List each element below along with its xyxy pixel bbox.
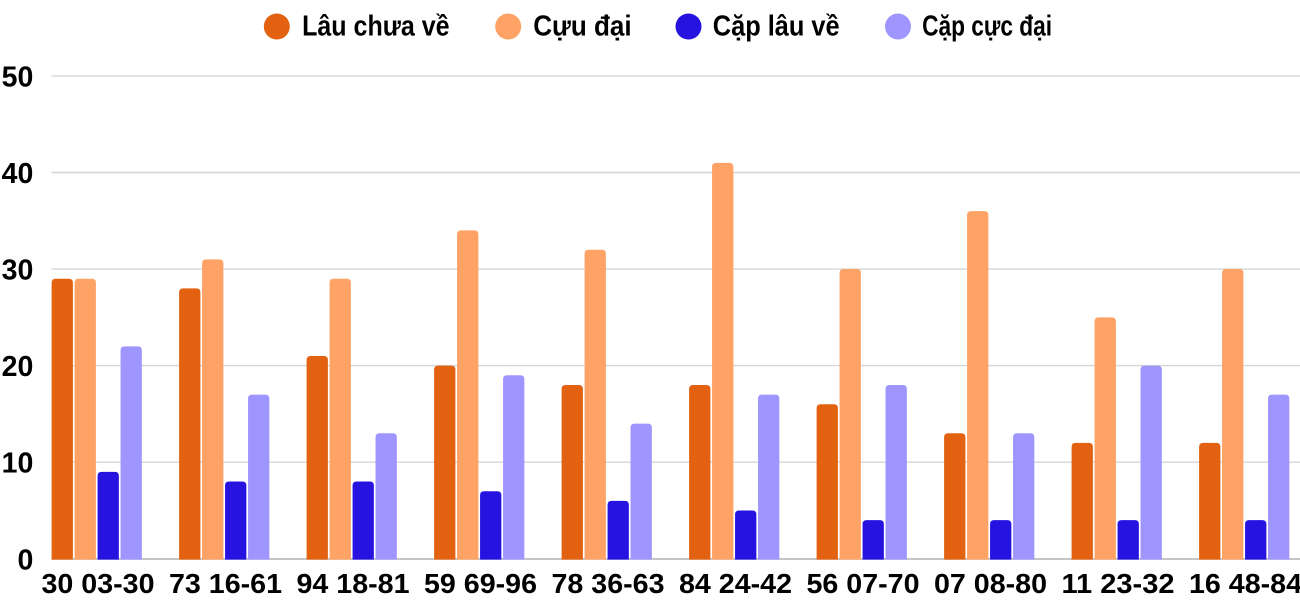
svg-text:0: 0 [17, 544, 33, 576]
svg-text:94 18-81: 94 18-81 [297, 568, 410, 599]
svg-text:84 24-42: 84 24-42 [679, 568, 792, 599]
svg-text:10: 10 [2, 448, 34, 480]
svg-text:59 69-96: 59 69-96 [424, 568, 537, 599]
svg-text:Lâu chưa về: Lâu chưa về [302, 11, 450, 43]
svg-text:20: 20 [2, 351, 34, 383]
svg-text:Cựu đại: Cựu đại [533, 11, 631, 43]
svg-text:30: 30 [2, 255, 34, 287]
svg-text:40: 40 [2, 158, 34, 190]
svg-text:Cặp cực đại: Cặp cực đại [922, 11, 1052, 43]
svg-text:73 16-61: 73 16-61 [169, 568, 282, 599]
svg-text:16 48-84: 16 48-84 [1189, 568, 1300, 599]
svg-text:07 08-80: 07 08-80 [934, 568, 1047, 599]
svg-text:30 03-30: 30 03-30 [42, 568, 155, 599]
svg-text:56 07-70: 56 07-70 [807, 568, 920, 599]
svg-text:78 36-63: 78 36-63 [552, 568, 665, 599]
svg-text:50: 50 [2, 61, 34, 93]
svg-text:Cặp lâu về: Cặp lâu về [713, 11, 840, 43]
svg-text:11 23-32: 11 23-32 [1062, 568, 1175, 599]
